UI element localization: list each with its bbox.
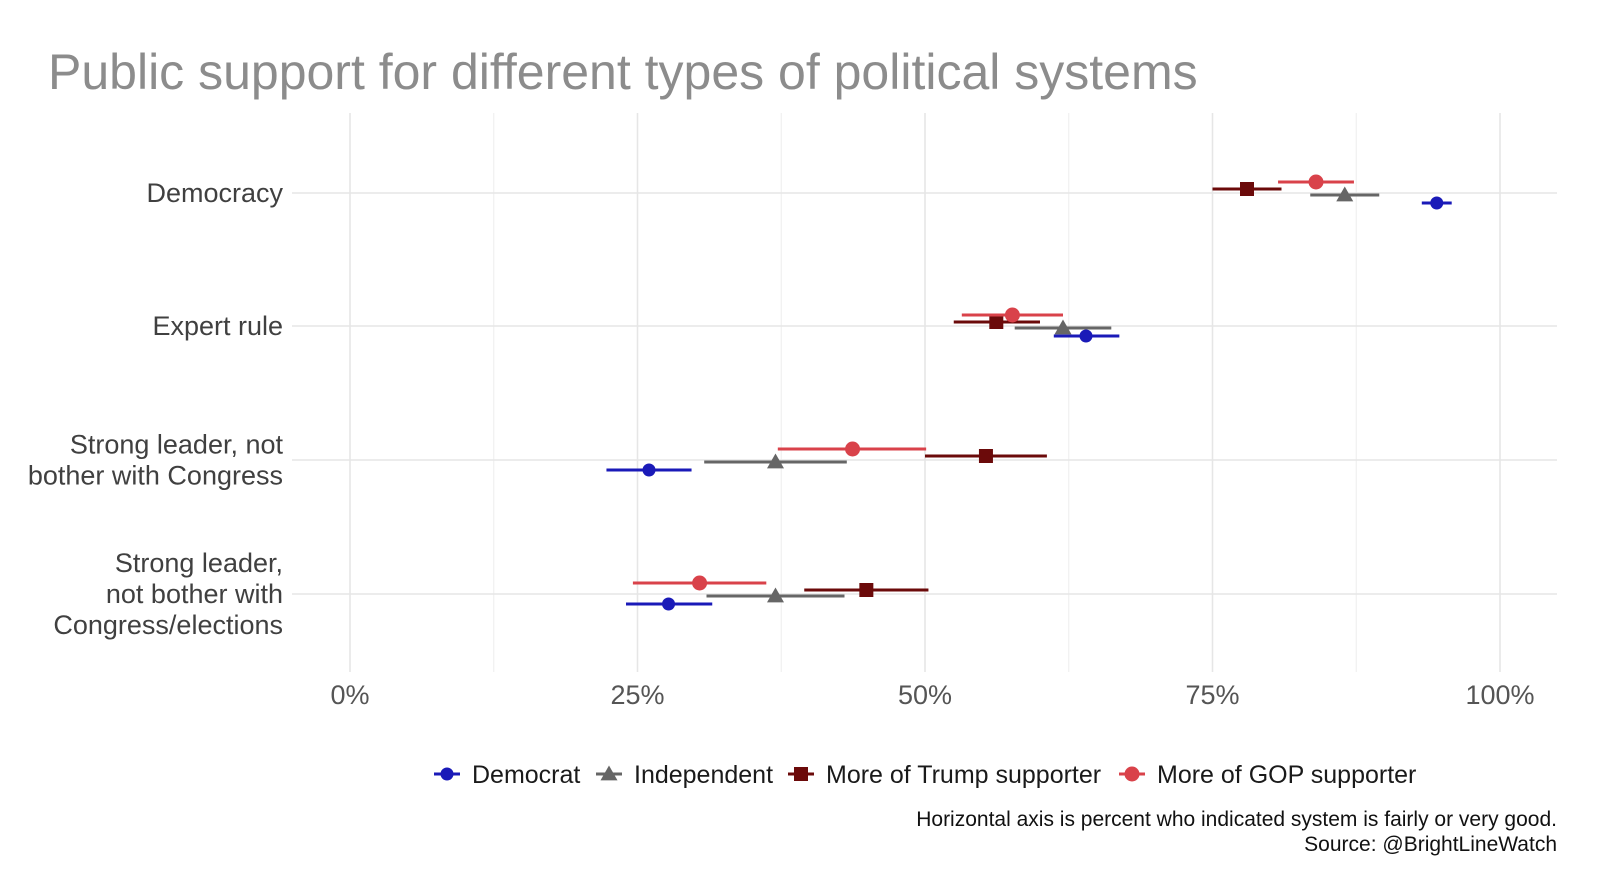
data-point	[642, 463, 656, 477]
series-independent	[704, 186, 1380, 603]
legend-label: More of Trump supporter	[826, 761, 1101, 789]
data-point	[859, 583, 874, 597]
legend-item: More of Trump supporter	[788, 761, 1101, 789]
legend-label: More of GOP supporter	[1157, 761, 1416, 789]
legend-key-marker	[794, 767, 808, 781]
legend-key-marker	[440, 767, 454, 781]
x-axis-tick-labels: 0% 25% 50% 75% 100%	[330, 680, 1534, 710]
series-more-of-trump-supporter	[804, 182, 1282, 597]
caption-line-1: Horizontal axis is percent who indicated…	[916, 808, 1557, 831]
data-point	[989, 315, 1004, 329]
category-label: not bother with	[106, 579, 283, 609]
data-point	[1054, 319, 1072, 335]
caption: Horizontal axis is percent who indicated…	[916, 808, 1557, 856]
legend-key-marker	[1124, 766, 1140, 782]
category-labels: Democracy Expert rule Strong leader, notbo…	[28, 178, 284, 640]
x-tick-label: 0%	[330, 680, 369, 710]
data-point	[1336, 186, 1354, 202]
category-label: bother with Congress	[28, 461, 283, 491]
series-more-of-gop-supporter	[632, 174, 1354, 591]
category-label: Strong leader,	[115, 548, 283, 578]
legend-label: Independent	[634, 761, 773, 789]
data-point	[767, 453, 784, 469]
grid	[292, 113, 1557, 672]
data-marks	[606, 174, 1452, 611]
category-label: Expert rule	[152, 311, 283, 341]
data-point	[1004, 307, 1020, 323]
data-point	[692, 575, 708, 591]
legend-label: Democrat	[472, 761, 580, 789]
legend-key-marker	[600, 765, 618, 781]
x-tick-label: 25%	[610, 680, 664, 710]
data-point	[1308, 174, 1324, 190]
data-point	[1079, 329, 1093, 343]
x-tick-label: 75%	[1185, 680, 1239, 710]
data-point	[767, 587, 784, 603]
category-label: Congress/elections	[53, 610, 283, 640]
category-label: Strong leader, not	[70, 430, 284, 460]
data-point	[1430, 196, 1444, 210]
data-point	[845, 441, 861, 457]
data-point	[662, 597, 676, 611]
legend-item: Democrat	[434, 761, 580, 789]
legend-item: More of GOP supporter	[1119, 761, 1416, 789]
data-point	[978, 449, 993, 463]
data-point	[1240, 182, 1254, 196]
x-tick-label: 100%	[1465, 680, 1534, 710]
x-tick-label: 50%	[898, 680, 952, 710]
legend: Democrat Independent More of Trump support…	[434, 761, 1416, 789]
category-label: Democracy	[146, 178, 283, 208]
caption-line-2: Source: @BrightLineWatch	[1304, 833, 1557, 856]
legend-item: Independent	[596, 761, 773, 789]
chart-title: Public support for different types of po…	[48, 44, 1198, 100]
series-democrat	[606, 196, 1452, 611]
